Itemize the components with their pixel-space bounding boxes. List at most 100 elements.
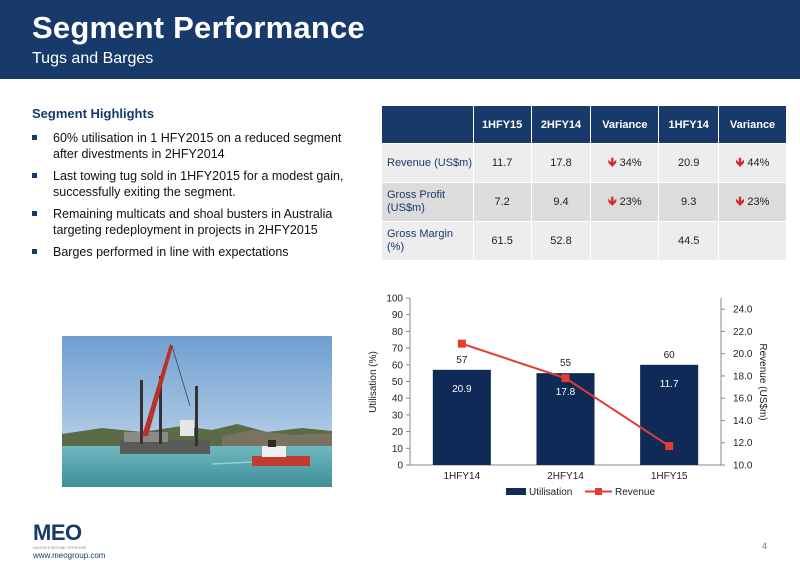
- y2-tick-label: 14.0: [733, 416, 753, 427]
- table-cell: 44.5: [658, 221, 720, 261]
- bullet-icon: [32, 211, 37, 216]
- highlights-title: Segment Highlights: [32, 106, 155, 121]
- table-header-cell: Variance: [718, 105, 787, 144]
- down-arrow-icon: 🡻: [735, 154, 745, 169]
- y-axis-title: Utilisation (%): [368, 351, 379, 413]
- bar-value-label: 55: [560, 358, 572, 369]
- segment-highlights: Segment Highlights 60% utilisation in 1 …: [32, 106, 352, 266]
- y2-tick-label: 24.0: [733, 305, 753, 316]
- page-subtitle: Tugs and Barges: [32, 50, 154, 67]
- y-tick-label: 80: [392, 327, 404, 338]
- vessel-photo-image: [62, 336, 332, 487]
- table-row: Revenue (US$m) 11.7 17.8 🡻 34% 20.9 🡻 44%: [381, 143, 787, 183]
- x-axis-labels: 1HFY14 2HFY14 1HFY15: [443, 471, 687, 482]
- x-tick-label: 1HFY14: [443, 471, 480, 482]
- row-label: Revenue (US$m): [381, 143, 474, 183]
- utilisation-bars: 57 20.9 55 17.8 60 11.7: [432, 350, 699, 465]
- variance-cell: 🡻 44%: [718, 143, 787, 183]
- list-item-text: Barges performed in line with expectatio…: [53, 245, 289, 259]
- y-tick-label: 20: [392, 427, 404, 438]
- list-item-text: 60% utilisation in 1 HFY2015 on a reduce…: [53, 131, 342, 161]
- y-tick-label: 40: [392, 394, 404, 405]
- down-arrow-icon: 🡻: [608, 193, 617, 208]
- y2-tick-label: 16.0: [733, 394, 753, 405]
- right-y-axis: 10.0 12.0 14.0 16.0 18.0 20.0 22.0 24.0: [720, 298, 753, 472]
- y-tick-label: 50: [392, 377, 404, 388]
- table-cell: 61.5: [472, 221, 532, 261]
- revenue-line: [457, 339, 674, 451]
- bar-inner-label: 17.8: [556, 387, 576, 398]
- variance-cell: 🡻 34%: [590, 143, 660, 183]
- table-cell: 11.7: [472, 143, 532, 183]
- table-row: Gross Profit (US$m) 7.2 9.4 🡻 23% 9.3 🡻 23…: [381, 182, 787, 222]
- logo-tagline: NAVIGATE BEYOND OFFSHORE: [33, 546, 87, 550]
- bar-value-label: 57: [456, 355, 468, 366]
- bullet-icon: [32, 249, 37, 254]
- table-header-cell: 1HFY14: [658, 105, 720, 144]
- table-header-cell: [381, 105, 474, 144]
- row-label: Gross Margin (%): [381, 221, 474, 261]
- utilisation-bar: [536, 373, 595, 465]
- bullet-icon: [32, 135, 37, 140]
- highlights-list: 60% utilisation in 1 HFY2015 on a reduce…: [32, 130, 352, 260]
- table-cell: 17.8: [530, 143, 592, 183]
- list-item: Remaining multicats and shoal busters in…: [32, 206, 352, 238]
- table-row: Gross Margin (%) 61.5 52.8 44.5: [381, 221, 787, 261]
- variance-value: 23%: [747, 195, 770, 208]
- chart-legend: Utilisation Revenue: [506, 487, 655, 498]
- bullet-icon: [32, 173, 37, 178]
- variance-value: 44%: [747, 156, 770, 169]
- page-title: Segment Performance: [32, 10, 365, 45]
- list-item: Barges performed in line with expectatio…: [32, 244, 352, 260]
- bar-inner-label: 11.7: [660, 379, 679, 390]
- variance-cell: [590, 221, 660, 261]
- down-arrow-icon: 🡻: [735, 193, 745, 208]
- y-tick-label: 70: [392, 344, 404, 355]
- y-tick-label: 30: [392, 410, 404, 421]
- legend-revenue-label: Revenue: [615, 487, 655, 498]
- y2-tick-label: 10.0: [733, 461, 753, 472]
- table-header-cell: 2HFY14: [530, 105, 592, 144]
- legend-utilisation-label: Utilisation: [529, 487, 572, 498]
- variance-cell: 🡻 23%: [718, 182, 787, 222]
- variance-cell: 🡻 23%: [590, 182, 660, 222]
- website-link[interactable]: www.meogroup.com: [33, 551, 106, 560]
- x-tick-label: 1HFY15: [651, 471, 688, 482]
- list-item: Last towing tug sold in 1HFY2015 for a m…: [32, 168, 352, 200]
- revenue-point: [457, 339, 466, 348]
- x-tick-label: 2HFY14: [547, 471, 584, 482]
- bar-value-label: 60: [664, 350, 676, 361]
- y-tick-label: 10: [392, 444, 404, 455]
- y-tick-label: 90: [392, 310, 404, 321]
- table-cell: 52.8: [530, 221, 592, 261]
- table-cell: 20.9: [658, 143, 720, 183]
- y-tick-label: 60: [392, 360, 404, 371]
- y2-tick-label: 18.0: [733, 371, 753, 382]
- row-label: Gross Profit (US$m): [381, 182, 474, 222]
- y2-tick-label: 22.0: [733, 327, 753, 338]
- vessel-photo: [62, 336, 332, 487]
- revenue-point: [561, 374, 570, 383]
- legend-revenue-marker: [595, 488, 602, 495]
- list-item-text: Last towing tug sold in 1HFY2015 for a m…: [53, 169, 344, 199]
- list-item-text: Remaining multicats and shoal busters in…: [53, 207, 333, 237]
- page-number: 4: [762, 541, 768, 551]
- down-arrow-icon: 🡻: [608, 154, 617, 169]
- y-tick-label: 0: [397, 461, 403, 472]
- y2-tick-label: 20.0: [733, 349, 753, 360]
- table-cell: 7.2: [472, 182, 532, 222]
- y2-tick-label: 12.0: [733, 438, 753, 449]
- table-header-row: 1HFY15 2HFY14 Variance 1HFY14 Variance: [381, 105, 787, 144]
- performance-table: 1HFY15 2HFY14 Variance 1HFY14 Variance R…: [381, 105, 787, 261]
- variance-value: 23%: [619, 195, 642, 208]
- y2-axis-title: Revenue (US$m): [757, 343, 768, 420]
- bar-inner-label: 20.9: [452, 384, 472, 395]
- legend-utilisation-swatch: [506, 488, 526, 495]
- meo-logo: MEO NAVIGATE BEYOND OFFSHORE: [33, 520, 86, 550]
- y-tick-label: 100: [386, 294, 403, 305]
- utilisation-bar: [432, 369, 491, 465]
- list-item: 60% utilisation in 1 HFY2015 on a reduce…: [32, 130, 352, 162]
- variance-cell: [718, 221, 787, 261]
- table-header-cell: Variance: [590, 105, 660, 144]
